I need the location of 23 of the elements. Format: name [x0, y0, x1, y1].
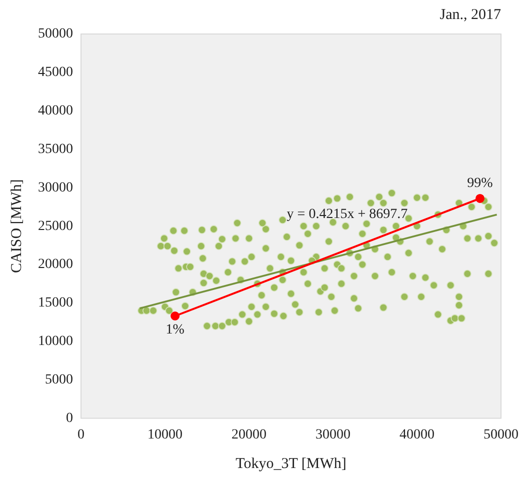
annotation: 99% — [467, 176, 494, 192]
y-tick-label: 40000 — [38, 104, 73, 119]
y-tick-label: 25000 — [38, 218, 73, 234]
x-tick-label: 40000 — [400, 427, 434, 442]
y-tick-label: 50000 — [38, 26, 73, 42]
y-tick-label: 30000 — [38, 180, 73, 196]
x-tick-label: 0 — [78, 427, 84, 442]
annotation: y = 0.4215x + 8697.7 — [286, 207, 408, 222]
y-tick-label: 45000 — [38, 65, 73, 80]
x-tick-label: 20000 — [232, 427, 266, 442]
y-tick-label: 15000 — [38, 296, 73, 311]
y-tick-label: 5000 — [45, 372, 73, 388]
annotation: 1% — [166, 322, 185, 338]
y-tick-label: 0 — [66, 410, 73, 426]
chart-title: Jan., 2017 — [440, 6, 502, 23]
y-axis-title: CAISO [MWh] — [8, 179, 25, 273]
x-axis-title: Tokyo_3T [MWh] — [236, 456, 346, 472]
y-tick-label: 20000 — [38, 257, 73, 272]
x-tick-label: 30000 — [316, 427, 350, 442]
x-tick-label: 50000 — [484, 427, 518, 442]
x-tick-label: 10000 — [148, 427, 182, 442]
y-tick-label: 35000 — [38, 142, 73, 157]
y-tick-label: 10000 — [38, 334, 73, 350]
